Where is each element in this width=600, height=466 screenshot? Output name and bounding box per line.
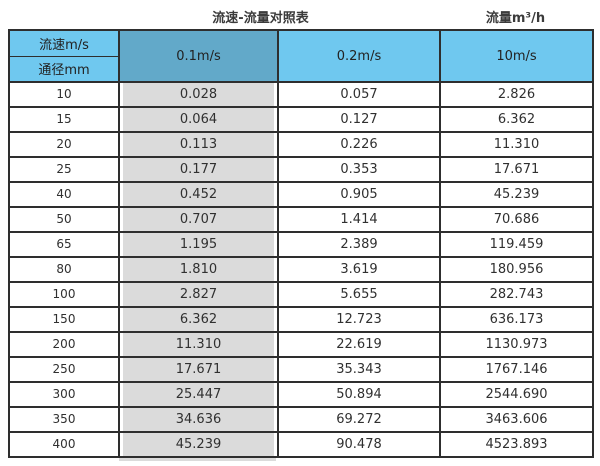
table-row: 50 0.707 1.414 70.686 xyxy=(8,206,594,233)
table-row: 150 6.362 12.723 636.173 xyxy=(8,306,594,333)
table-row: 250 17.671 35.343 1767.146 xyxy=(8,356,594,383)
value-cell-10: 45.239 xyxy=(439,181,594,208)
value-cell-10: 4523.893 xyxy=(439,431,594,458)
value-cell-10: 3463.606 xyxy=(439,406,594,433)
value-cell-0-1: 2.827 xyxy=(118,281,279,308)
titles-row: 流速-流量对照表 流量m³/h xyxy=(8,5,592,29)
value-cell-0-1: 34.636 xyxy=(118,406,279,433)
value-cell-0-2: 35.343 xyxy=(277,356,441,383)
value-cell-0-2: 0.057 xyxy=(277,81,441,108)
header-velocity-unit-label: 流速m/s xyxy=(8,29,120,57)
header-diameter-unit-label: 通径mm xyxy=(8,55,120,83)
value-cell-0-1: 11.310 xyxy=(118,331,279,358)
flow-table-body: 10 0.028 0.057 2.826 15 0.064 0.127 6.36… xyxy=(8,81,594,458)
value-cell-0-1: 0.064 xyxy=(118,106,279,133)
table-row: 350 34.636 69.272 3463.606 xyxy=(8,406,594,433)
diameter-cell: 100 xyxy=(8,281,120,308)
diameter-cell: 80 xyxy=(8,256,120,283)
value-cell-0-2: 69.272 xyxy=(277,406,441,433)
value-cell-0-2: 3.619 xyxy=(277,256,441,283)
value-cell-10: 70.686 xyxy=(439,206,594,233)
value-cell-0-2: 0.226 xyxy=(277,131,441,158)
header-velocity-0-1: 0.1m/s xyxy=(118,29,279,83)
value-cell-0-1: 45.239 xyxy=(118,431,279,458)
value-cell-10: 1130.973 xyxy=(439,331,594,358)
table-row: 300 25.447 50.894 2544.690 xyxy=(8,381,594,408)
value-cell-0-1: 0.452 xyxy=(118,181,279,208)
diameter-cell: 15 xyxy=(8,106,120,133)
value-cell-0-1: 0.177 xyxy=(118,156,279,183)
value-cell-0-1: 1.195 xyxy=(118,231,279,258)
value-cell-10: 119.459 xyxy=(439,231,594,258)
value-cell-0-2: 22.619 xyxy=(277,331,441,358)
value-cell-0-2: 0.905 xyxy=(277,181,441,208)
value-cell-0-1: 1.810 xyxy=(118,256,279,283)
diameter-cell: 250 xyxy=(8,356,120,383)
flow-conversion-table: 流速m/s 0.1m/s 0.2m/s 10m/s 通径mm 10 0.028 … xyxy=(8,29,594,458)
diameter-cell: 10 xyxy=(8,81,120,108)
value-cell-0-1: 17.671 xyxy=(118,356,279,383)
value-cell-0-2: 5.655 xyxy=(277,281,441,308)
diameter-cell: 300 xyxy=(8,381,120,408)
value-cell-10: 11.310 xyxy=(439,131,594,158)
table-row: 65 1.195 2.389 119.459 xyxy=(8,231,594,258)
value-cell-10: 180.956 xyxy=(439,256,594,283)
diameter-cell: 150 xyxy=(8,306,120,333)
value-cell-0-2: 0.127 xyxy=(277,106,441,133)
value-cell-0-2: 2.389 xyxy=(277,231,441,258)
table-row: 25 0.177 0.353 17.671 xyxy=(8,156,594,183)
table-row: 10 0.028 0.057 2.826 xyxy=(8,81,594,108)
diameter-cell: 50 xyxy=(8,206,120,233)
value-cell-0-2: 1.414 xyxy=(277,206,441,233)
gray-column-tail xyxy=(119,458,276,461)
table-row: 200 11.310 22.619 1130.973 xyxy=(8,331,594,358)
flow-unit-title: 流量m³/h xyxy=(485,11,546,26)
header-velocity-0-2: 0.2m/s xyxy=(277,29,441,83)
value-cell-10: 636.173 xyxy=(439,306,594,333)
diameter-cell: 25 xyxy=(8,156,120,183)
diameter-cell: 200 xyxy=(8,331,120,358)
table-row: 80 1.810 3.619 180.956 xyxy=(8,256,594,283)
table-row: 20 0.113 0.226 11.310 xyxy=(8,131,594,158)
value-cell-0-1: 6.362 xyxy=(118,306,279,333)
diameter-cell: 40 xyxy=(8,181,120,208)
table-row: 40 0.452 0.905 45.239 xyxy=(8,181,594,208)
value-cell-0-2: 50.894 xyxy=(277,381,441,408)
value-cell-10: 17.671 xyxy=(439,156,594,183)
diameter-cell: 350 xyxy=(8,406,120,433)
table-row: 100 2.827 5.655 282.743 xyxy=(8,281,594,308)
table-row: 15 0.064 0.127 6.362 xyxy=(8,106,594,133)
value-cell-0-2: 12.723 xyxy=(277,306,441,333)
table-wrap: 流速m/s 0.1m/s 0.2m/s 10m/s 通径mm 10 0.028 … xyxy=(8,29,594,461)
value-cell-0-1: 0.113 xyxy=(118,131,279,158)
table-header: 流速m/s 0.1m/s 0.2m/s 10m/s 通径mm xyxy=(8,29,594,83)
diameter-cell: 20 xyxy=(8,131,120,158)
diameter-cell: 400 xyxy=(8,431,120,458)
table-title: 流速-流量对照表 xyxy=(212,11,309,26)
value-cell-10: 2.826 xyxy=(439,81,594,108)
value-cell-10: 282.743 xyxy=(439,281,594,308)
value-cell-0-2: 90.478 xyxy=(277,431,441,458)
header-velocity-10: 10m/s xyxy=(439,29,594,83)
table-row: 400 45.239 90.478 4523.893 xyxy=(8,431,594,458)
value-cell-10: 6.362 xyxy=(439,106,594,133)
value-cell-10: 1767.146 xyxy=(439,356,594,383)
diameter-cell: 65 xyxy=(8,231,120,258)
value-cell-10: 2544.690 xyxy=(439,381,594,408)
value-cell-0-1: 0.707 xyxy=(118,206,279,233)
value-cell-0-1: 0.028 xyxy=(118,81,279,108)
value-cell-0-1: 25.447 xyxy=(118,381,279,408)
value-cell-0-2: 0.353 xyxy=(277,156,441,183)
